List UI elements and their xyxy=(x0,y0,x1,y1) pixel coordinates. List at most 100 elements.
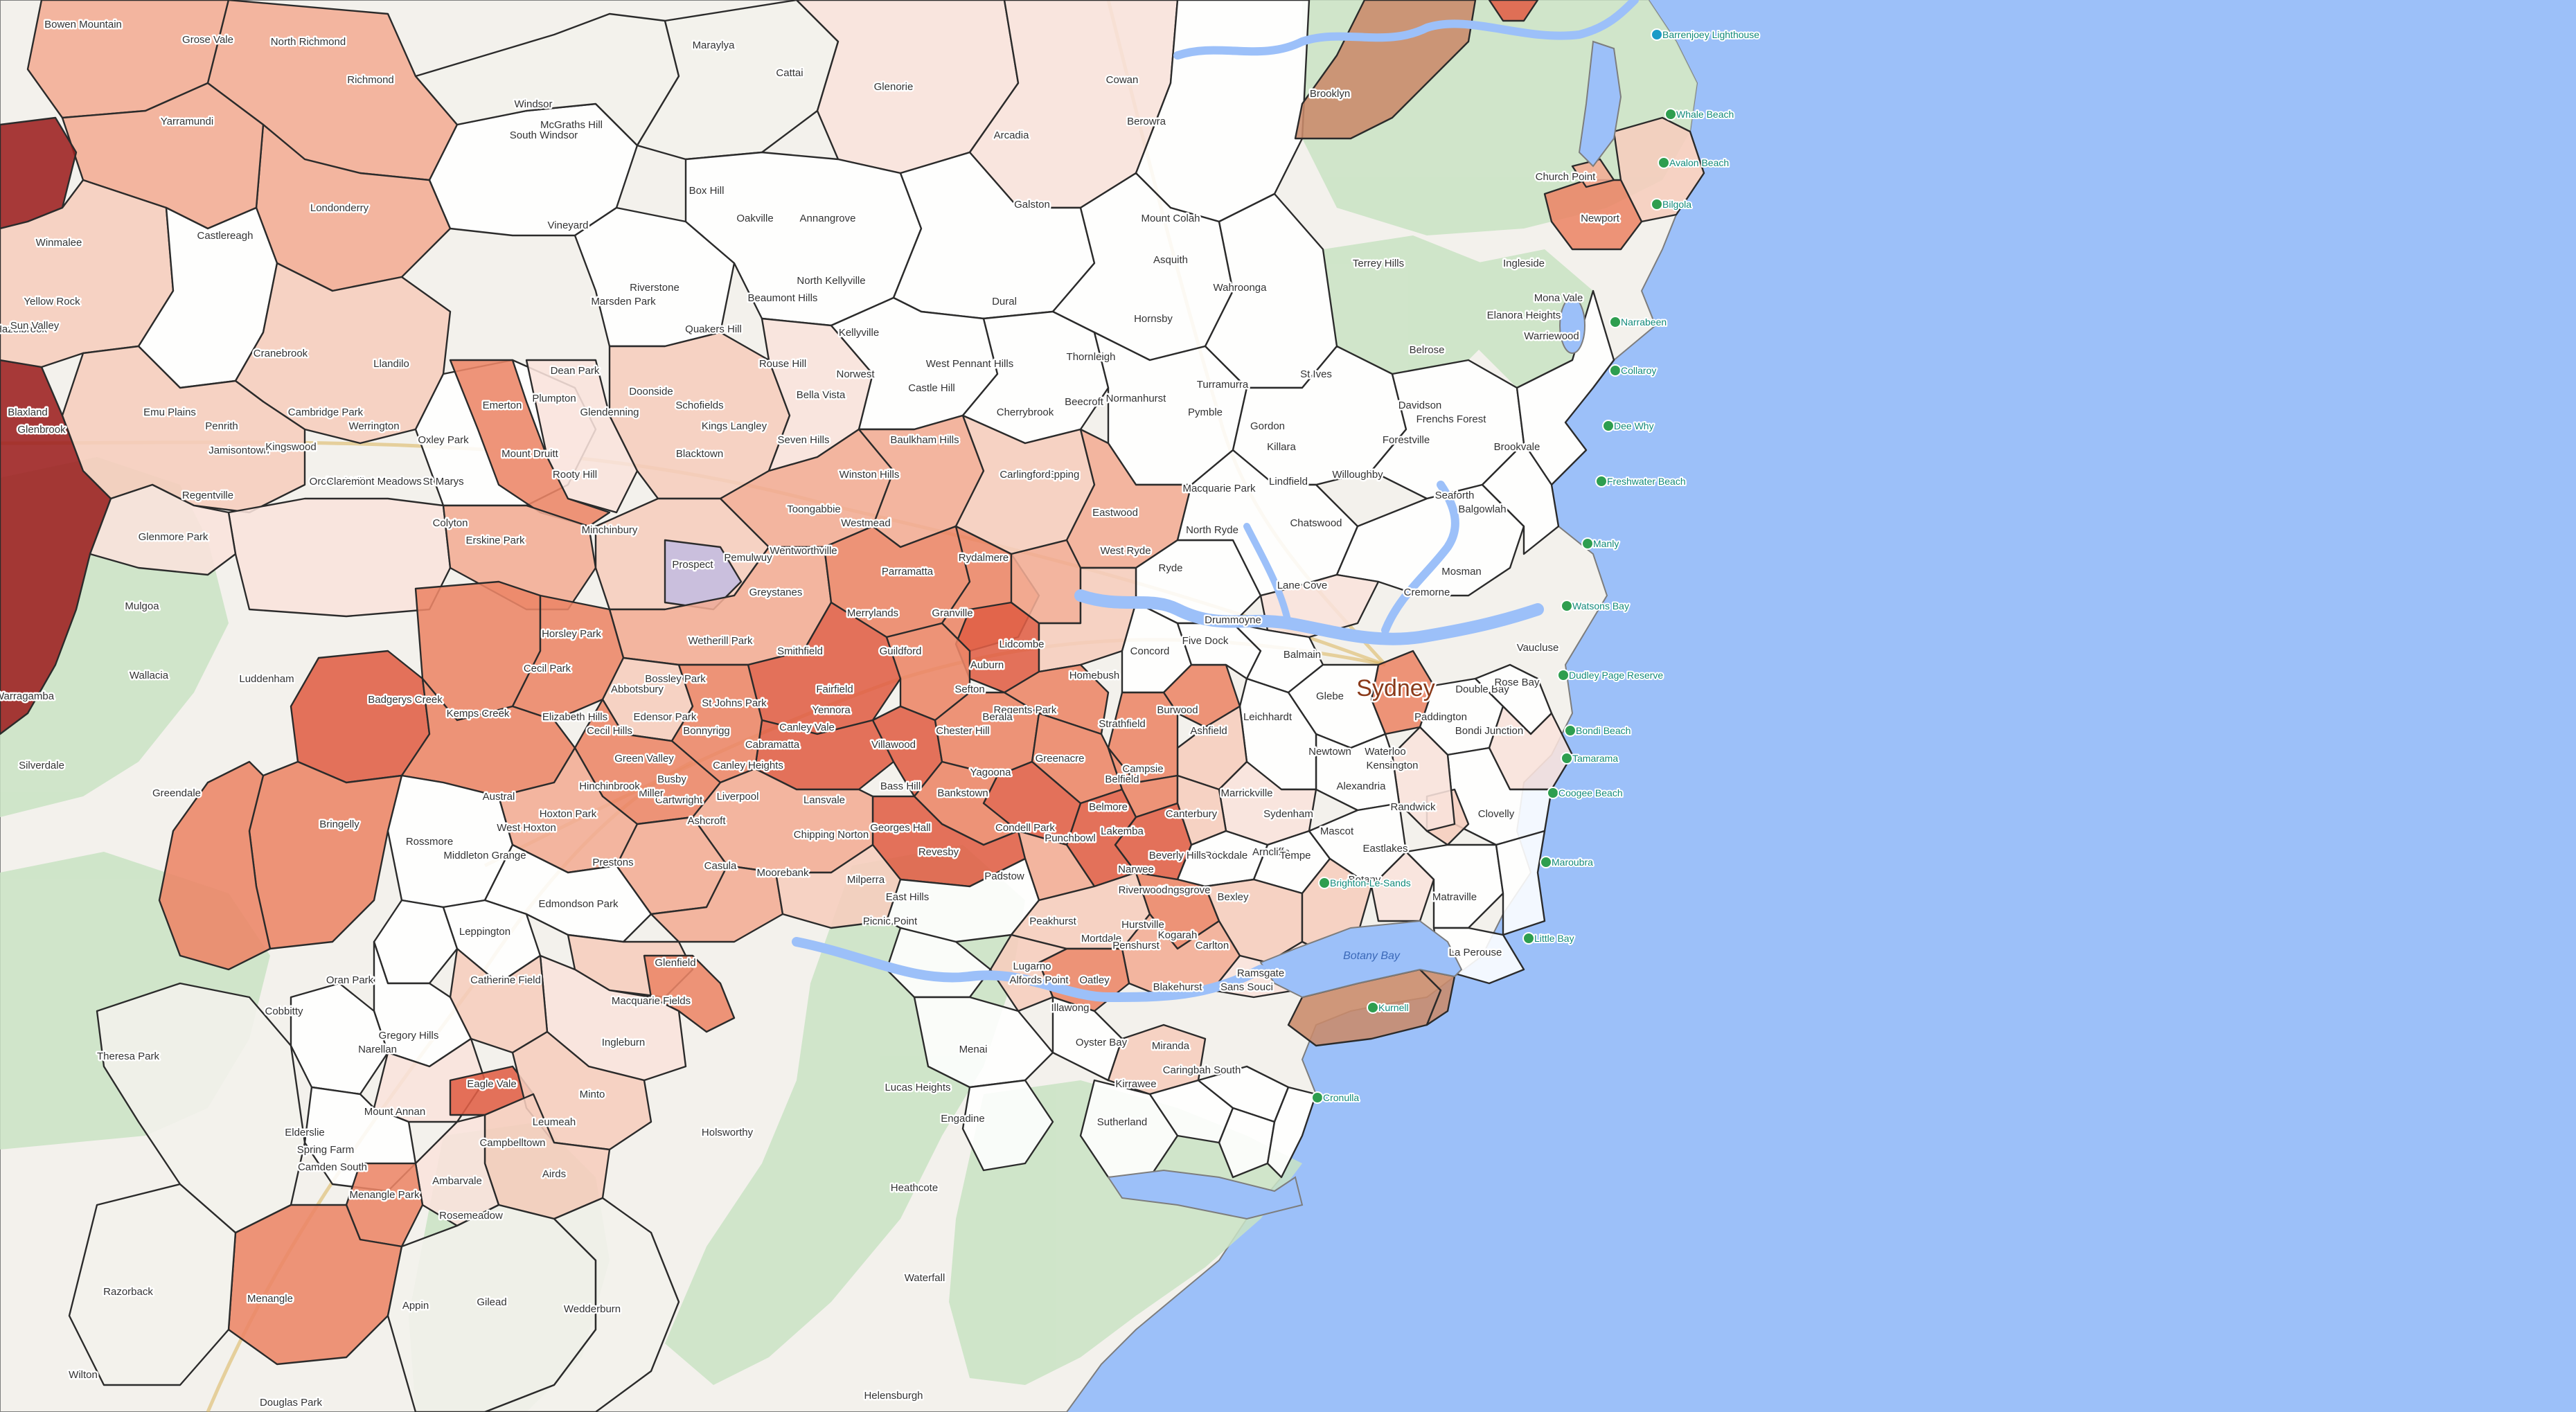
pin-icon[interactable] xyxy=(1581,537,1594,550)
suburb-label-emerton: Emerton xyxy=(483,400,522,411)
region-lidcombe[interactable] xyxy=(1010,539,1082,625)
suburb-label-seven-hills: Seven Hills xyxy=(777,434,829,446)
region-engadine[interactable] xyxy=(961,1079,1054,1172)
region-menai[interactable] xyxy=(913,996,1054,1089)
lighthouse-icon[interactable] xyxy=(1651,28,1663,41)
poi-label-dee-why: Dee Why xyxy=(1614,420,1654,431)
suburb-label-heathcote: Heathcote xyxy=(891,1182,938,1194)
pin-icon[interactable] xyxy=(1557,669,1570,681)
suburb-label-burwood: Burwood xyxy=(1157,704,1198,716)
suburb-label-castlereagh: Castlereagh xyxy=(197,230,254,242)
suburb-label-ryde: Ryde xyxy=(1158,562,1182,574)
suburb-label-elanora-heights: Elanora Heights xyxy=(1487,310,1561,321)
pin-icon[interactable] xyxy=(1367,1001,1379,1014)
choropleth-layer xyxy=(0,0,1705,1412)
poi-label-brighton: Brighton-Le-Sands xyxy=(1330,877,1411,888)
pin-icon[interactable] xyxy=(1522,932,1535,945)
suburb-label-liverpool: Liverpool xyxy=(717,791,759,803)
region-prospect[interactable] xyxy=(664,539,743,611)
region-wedderburn[interactable] xyxy=(483,1197,680,1412)
region-wallacia[interactable] xyxy=(158,760,272,971)
suburb-label-kellyville: Kellyville xyxy=(839,327,879,339)
poi-label-dudley-page: Dudley Page Reserve xyxy=(1569,670,1663,681)
suburb-label-middleton-grange: Middleton Grange xyxy=(443,850,526,861)
suburb-label-theresa-park: Theresa Park xyxy=(97,1051,160,1062)
suburb-label-auburn: Auburn xyxy=(970,659,1004,671)
region-cecil-park[interactable] xyxy=(511,594,625,722)
suburb-label-macquarie-park: Macquarie Park xyxy=(1182,483,1256,494)
suburb-label-wentworthville: Wentworthville xyxy=(770,545,837,557)
suburb-label-belfield: Belfield xyxy=(1105,774,1139,785)
pin-icon[interactable] xyxy=(1609,316,1622,328)
suburb-label-beecroft: Beecroft xyxy=(1065,396,1104,408)
suburb-label-ingleburn: Ingleburn xyxy=(602,1037,646,1048)
pin-icon[interactable] xyxy=(1561,600,1573,612)
pin-icon[interactable] xyxy=(1664,108,1677,120)
pin-icon[interactable] xyxy=(1561,752,1573,765)
pin-icon[interactable] xyxy=(1651,198,1663,211)
poi-label-avalon-beach: Avalon Beach xyxy=(1669,157,1729,168)
region-theresa-park[interactable] xyxy=(96,982,306,1234)
suburb-label-werrington: Werrington xyxy=(348,420,399,432)
beach-icon[interactable] xyxy=(1595,475,1608,488)
suburb-label-annangrove: Annangrove xyxy=(800,213,856,224)
region-cronulla[interactable] xyxy=(1266,1086,1317,1179)
suburb-label-guildford: Guildford xyxy=(880,645,922,657)
pin-icon[interactable] xyxy=(1540,856,1552,868)
pin-icon[interactable] xyxy=(1658,157,1670,169)
suburb-label-rydalmere: Rydalmere xyxy=(959,552,1009,564)
suburb-label-mona-vale: Mona Vale xyxy=(1534,292,1583,304)
suburb-label-punchbowl: Punchbowl xyxy=(1045,832,1095,844)
pin-icon[interactable] xyxy=(1311,1091,1324,1104)
suburb-label-narellan: Narellan xyxy=(358,1044,397,1055)
region-emu-plains[interactable] xyxy=(89,483,237,576)
suburb-label-hazelbrook: Hazelbrook xyxy=(0,323,47,335)
suburb-label-wedderburn: Wedderburn xyxy=(564,1303,621,1315)
suburb-label-waterloo: Waterloo xyxy=(1365,746,1405,758)
suburb-label-newtown: Newtown xyxy=(1308,746,1351,758)
suburb-label-mount-annan: Mount Annan xyxy=(364,1106,425,1118)
pin-icon[interactable] xyxy=(1602,420,1615,432)
beach-icon[interactable] xyxy=(1547,787,1559,799)
suburb-label-appin: Appin xyxy=(402,1300,429,1312)
suburb-label-windsor: Windsor xyxy=(514,98,552,110)
region-newtown[interactable] xyxy=(1315,733,1401,812)
suburb-label-menangle: Menangle xyxy=(247,1293,293,1305)
suburb-label-bella-vista: Bella Vista xyxy=(797,389,846,401)
region-matraville[interactable] xyxy=(1405,843,1504,929)
suburb-label-menangle-park: Menangle Park xyxy=(350,1189,420,1201)
region-maroubra[interactable] xyxy=(1495,830,1546,936)
suburb-label-macquarie-fields: Macquarie Fields xyxy=(612,995,691,1007)
suburb-label-cattai: Cattai xyxy=(776,67,803,79)
suburb-label-castle-hill: Castle Hill xyxy=(908,382,955,394)
suburb-label-brooklyn: Brooklyn xyxy=(1310,88,1350,100)
suburb-label-prestons: Prestons xyxy=(592,857,633,868)
pin-icon[interactable] xyxy=(1609,364,1622,377)
region-penrith[interactable] xyxy=(61,345,306,514)
region-cobbitty[interactable] xyxy=(290,982,389,1096)
suburb-label-kemps-creek: Kemps Creek xyxy=(447,708,510,720)
suburb-label-tempe: Tempe xyxy=(1279,850,1311,861)
suburb-label-belmore: Belmore xyxy=(1089,801,1128,813)
region-badgerys-creek[interactable] xyxy=(290,650,431,784)
region-mount-druitt[interactable] xyxy=(449,359,611,528)
pin-icon[interactable] xyxy=(1564,724,1576,737)
suburb-label-luddenham: Luddenham xyxy=(239,673,294,685)
region-botany[interactable] xyxy=(1370,850,1435,922)
region-barrenjoey-top[interactable] xyxy=(1488,0,1539,22)
suburb-label-glenfield: Glenfield xyxy=(655,957,695,969)
suburb-label-kings-langley: Kings Langley xyxy=(702,420,767,432)
poi-label-maroubra: Maroubra xyxy=(1552,857,1593,868)
suburb-label-kirrawee: Kirrawee xyxy=(1115,1078,1156,1090)
pin-icon[interactable] xyxy=(1318,877,1331,889)
poi-label-little-bay: Little Bay xyxy=(1534,933,1574,944)
region-manly[interactable] xyxy=(1481,442,1560,555)
suburb-label-eastlakes: Eastlakes xyxy=(1362,843,1407,855)
suburb-label-blakehurst: Blakehurst xyxy=(1153,981,1203,993)
region-rooty-hill[interactable] xyxy=(525,359,639,514)
region-llandilo[interactable] xyxy=(234,262,452,445)
suburb-label-ashfield: Ashfield xyxy=(1190,725,1227,737)
suburb-label-edensor-park: Edensor Park xyxy=(634,711,697,723)
suburb-label-penshurst: Penshurst xyxy=(1112,940,1160,951)
